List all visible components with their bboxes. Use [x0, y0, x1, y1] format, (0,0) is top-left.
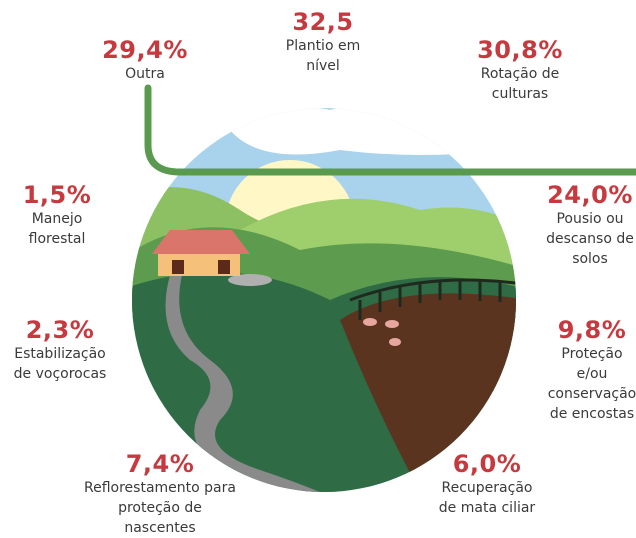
stat-label: Pousio ou: [490, 209, 636, 229]
stat-label: Proteção: [492, 344, 636, 364]
stat-label: culturas: [420, 84, 620, 104]
stat-label: de voçorocas: [0, 364, 160, 384]
stat-label: proteção de: [60, 498, 260, 518]
stat-value: 9,8%: [492, 316, 636, 344]
stat-label: Estabilização: [0, 344, 160, 364]
stat-value: 32,5: [223, 8, 423, 36]
stat-label: conservação: [492, 384, 636, 404]
stat-label: Plantio em: [223, 36, 423, 56]
infographic: 32,5Plantio emnível29,4%Outra 30,8%Rotaçã…: [0, 0, 636, 534]
stat-value: 7,4%: [60, 450, 260, 478]
stat-label: e/ou: [492, 364, 636, 384]
stat-label: Recuperação: [387, 478, 587, 498]
stat-value: 30,8%: [420, 36, 620, 64]
stat-label: Outra: [45, 64, 245, 84]
stat-value: 6,0%: [387, 450, 587, 478]
stat-label: florestal: [0, 229, 157, 249]
stat-item: 29,4%Outra: [45, 36, 245, 84]
stat-label: nível: [223, 56, 423, 76]
stat-label: Rotação de: [420, 64, 620, 84]
stat-label: de encostas: [492, 404, 636, 424]
stat-label: de mata ciliar: [387, 498, 587, 518]
stat-value: 2,3%: [0, 316, 160, 344]
stat-value: 1,5%: [0, 181, 157, 209]
stat-label: Reflorestamento para: [60, 478, 260, 498]
stat-label: nascentes: [60, 518, 260, 538]
stat-value: 24,0%: [490, 181, 636, 209]
stat-label: Manejo: [0, 209, 157, 229]
stat-label: solos: [490, 249, 636, 269]
stat-label: descanso de: [490, 229, 636, 249]
stat-value: 29,4%: [45, 36, 245, 64]
